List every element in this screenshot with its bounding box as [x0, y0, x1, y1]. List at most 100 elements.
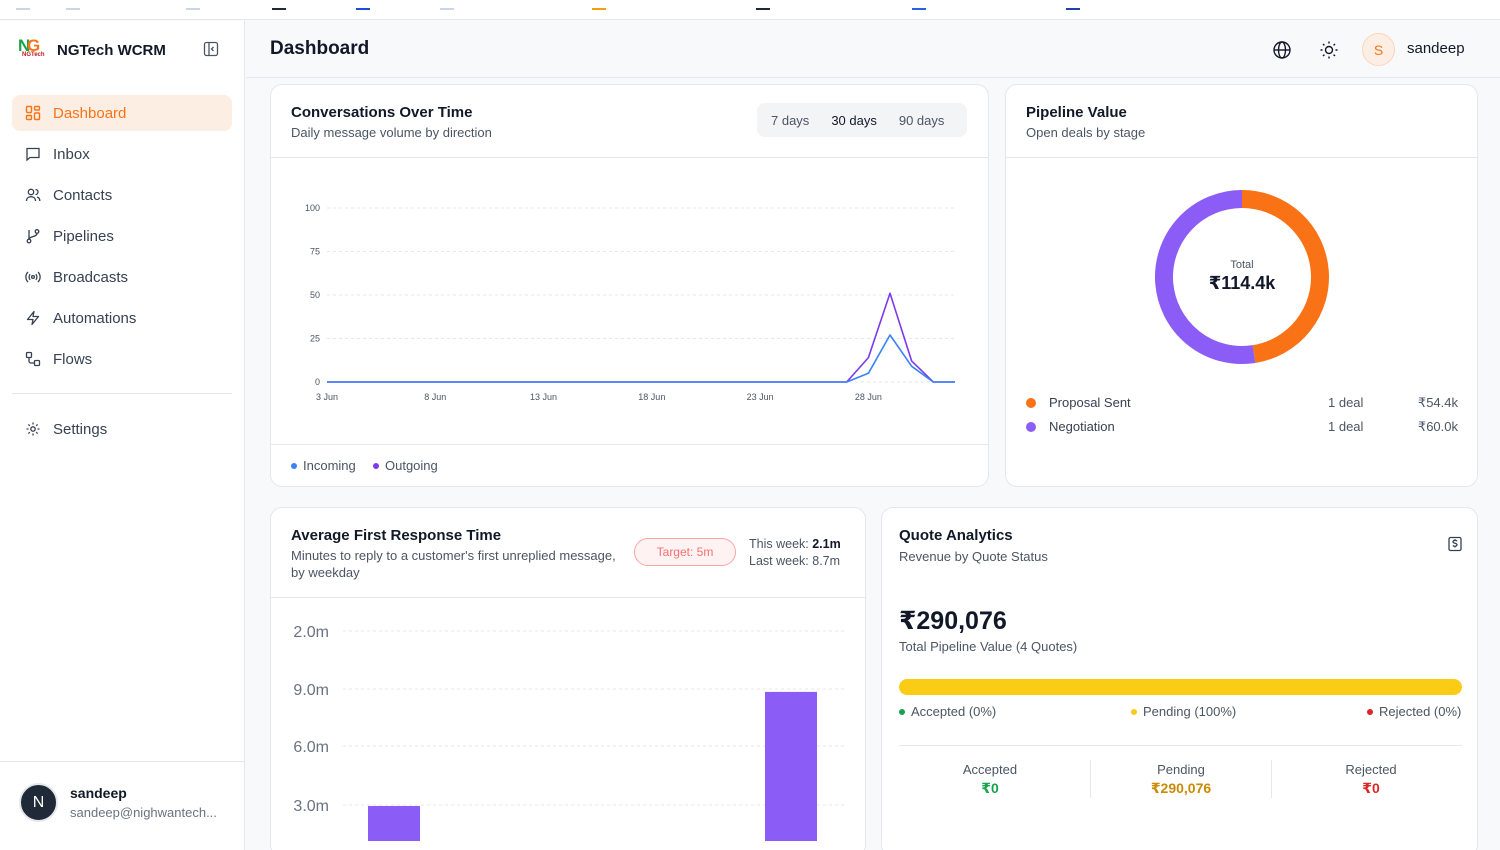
- avatar: N: [19, 783, 58, 822]
- target-badge: Target: 5m: [634, 538, 736, 566]
- stat-label: Last week:: [749, 554, 809, 568]
- accepted-stat: Accepted ₹0: [900, 762, 1080, 797]
- workflow-icon: [25, 351, 41, 367]
- pipeline-stage-row[interactable]: Proposal Sent 1 deal ₹54.4k: [1026, 393, 1458, 413]
- y-tick-label: 3.0m: [293, 798, 329, 815]
- donut-slice-proposal-sent: [1241, 190, 1329, 363]
- stage-color-dot-icon: [1026, 398, 1036, 408]
- card-subtitle: Open deals by stage: [1026, 125, 1146, 140]
- pipeline-donut-chart: [1155, 190, 1329, 364]
- globe-icon[interactable]: [1272, 40, 1292, 60]
- pipeline-stage-row[interactable]: Negotiation 1 deal ₹60.0k: [1026, 417, 1458, 437]
- sidebar-item-dashboard[interactable]: Dashboard: [12, 95, 232, 131]
- app-name: NGTech WCRM: [57, 41, 166, 59]
- quote-total-caption: Total Pipeline Value (4 Quotes): [899, 639, 1078, 654]
- radio-icon: [25, 271, 41, 283]
- brand[interactable]: N G NGTech NGTech WCRM: [18, 35, 166, 65]
- sidebar-item-flows[interactable]: Flows: [12, 341, 232, 377]
- top-header: Dashboard S sandeep: [246, 21, 1500, 78]
- stat-value: 2.1m: [812, 537, 841, 551]
- sidebar-item-label: Automations: [53, 309, 137, 327]
- divider: [1271, 760, 1272, 798]
- range-selector: 7 days 30 days 90 days: [757, 103, 967, 137]
- stat-label: Pending: [1157, 762, 1205, 777]
- divider: [899, 745, 1462, 746]
- incoming-dot-icon: [291, 462, 297, 469]
- dollar-receipt-icon[interactable]: [1447, 536, 1463, 552]
- sidebar-item-inbox[interactable]: Inbox: [12, 136, 232, 172]
- series-line-outgoing: [327, 292, 955, 383]
- sidebar-item-label: Settings: [53, 420, 108, 438]
- range-90-days-button[interactable]: 90 days: [898, 112, 945, 128]
- git-branch-icon: [26, 229, 40, 244]
- divider: [271, 597, 865, 598]
- sidebar-item-label: Contacts: [53, 186, 113, 204]
- sidebar-collapse-icon[interactable]: [203, 41, 219, 57]
- legend-label: Pending (100%): [1143, 704, 1237, 719]
- card-subtitle: Daily message volume by direction: [291, 125, 492, 140]
- stage-name: Negotiation: [1049, 419, 1115, 434]
- card-title: Average First Response Time: [291, 527, 502, 544]
- donut-total-value: ₹114.4k: [1208, 273, 1276, 293]
- sidebar-user[interactable]: N sandeep sandeep@nighwantech...: [0, 761, 245, 850]
- user-email: sandeep@nighwantech...: [70, 805, 217, 820]
- quote-status-progress-bar: [899, 679, 1462, 695]
- sidebar-item-contacts[interactable]: Contacts: [12, 177, 232, 213]
- stage-color-dot-icon: [1026, 422, 1036, 432]
- response-time-bar-chart: 2.0m 9.0m 6.0m 3.0m: [293, 624, 847, 841]
- pending-stat: Pending ₹290,076: [1091, 762, 1271, 797]
- y-tick-label: 50: [310, 290, 320, 300]
- y-tick-label: 9.0m: [293, 682, 329, 699]
- stat-value: ₹0: [1362, 780, 1380, 796]
- rejected-stat: Rejected ₹0: [1281, 762, 1461, 797]
- y-tick-label: 75: [310, 247, 320, 257]
- divider: [1006, 157, 1477, 158]
- x-tick-label: 13 Jun: [530, 392, 557, 402]
- response-bar: [368, 805, 420, 841]
- browser-bookmark-strip: [0, 0, 1500, 20]
- legend-accepted: Accepted (0%): [899, 704, 996, 719]
- rejected-dot-icon: [1367, 708, 1373, 715]
- stage-value: ₹54.4k: [1417, 395, 1458, 410]
- divider: [1090, 760, 1091, 798]
- stat-label: Rejected: [1345, 762, 1397, 777]
- response-bar: [765, 691, 817, 841]
- y-tick-label: 0: [315, 377, 320, 387]
- gear-icon: [26, 422, 40, 436]
- range-7-days-button[interactable]: 7 days: [771, 112, 810, 128]
- sidebar: N G NGTech NGTech WCRM Dashboard Inbox Con…: [0, 21, 245, 850]
- header-user-name[interactable]: sandeep: [1407, 40, 1465, 57]
- legend-label: Incoming: [303, 458, 356, 473]
- stat-label: This week:: [749, 537, 809, 551]
- sidebar-item-settings[interactable]: Settings: [12, 411, 232, 447]
- sun-icon[interactable]: [1319, 40, 1339, 60]
- sidebar-nav: Dashboard Inbox Contacts Pipelines Broad…: [12, 95, 232, 382]
- divider: [271, 157, 988, 158]
- series-line-incoming: [327, 334, 955, 383]
- legend-label: Rejected (0%): [1379, 704, 1462, 719]
- app-logo: N G NGTech: [18, 36, 45, 58]
- quote-total-value: ₹290,076: [899, 607, 1007, 635]
- response-time-card: Average First Response Time Minutes to r…: [270, 507, 866, 850]
- legend-outgoing: Outgoing: [373, 458, 438, 473]
- outgoing-dot-icon: [373, 462, 379, 469]
- card-title: Pipeline Value: [1026, 104, 1127, 121]
- sidebar-item-broadcasts[interactable]: Broadcasts: [12, 259, 232, 295]
- sidebar-divider: [12, 393, 232, 394]
- sidebar-item-automations[interactable]: Automations: [12, 300, 232, 336]
- x-tick-label: 8 Jun: [424, 392, 446, 402]
- header-avatar[interactable]: S: [1362, 33, 1395, 66]
- sidebar-item-pipelines[interactable]: Pipelines: [12, 218, 232, 254]
- last-week-stat: Last week: 8.7m: [749, 554, 840, 568]
- x-tick-label: 23 Jun: [747, 392, 774, 402]
- stage-count: 1 deal: [1328, 395, 1364, 410]
- y-tick-label: 6.0m: [293, 739, 329, 756]
- stage-count: 1 deal: [1328, 419, 1364, 434]
- y-tick-label: 100: [305, 203, 320, 213]
- pending-fill: [899, 679, 1462, 695]
- zap-icon: [26, 310, 40, 326]
- range-30-days-button[interactable]: 30 days: [820, 106, 888, 134]
- sidebar-item-label: Inbox: [53, 145, 90, 163]
- x-tick-label: 28 Jun: [855, 392, 882, 402]
- user-name: sandeep: [70, 785, 127, 801]
